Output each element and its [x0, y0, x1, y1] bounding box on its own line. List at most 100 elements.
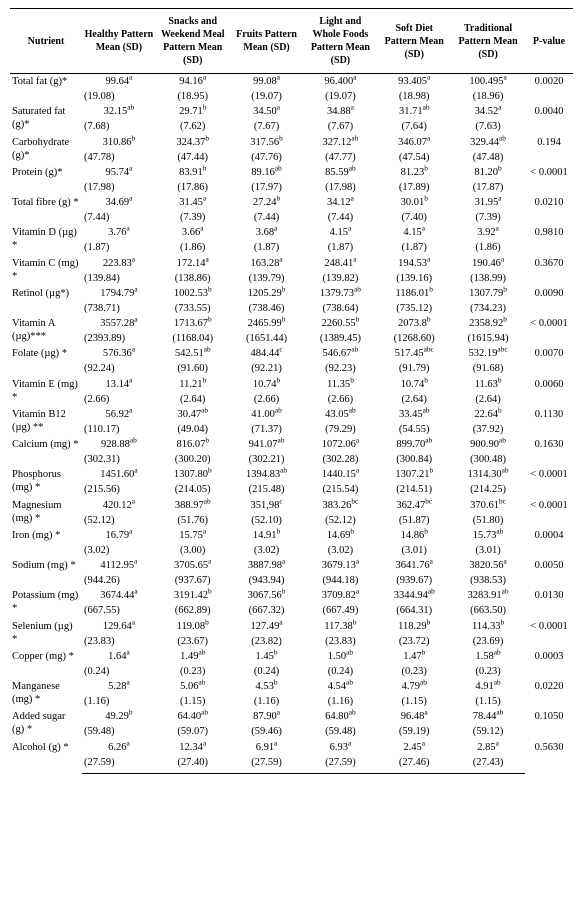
sd-cell: (91.79)	[377, 361, 451, 376]
mean-cell: 83.91b	[156, 165, 230, 180]
sd-cell: (738.71)	[82, 301, 156, 316]
sd-cell: (937.67)	[156, 573, 230, 588]
sd-cell: (7.44)	[82, 210, 156, 225]
table-row: (92.24)(91.60)(92.21)(92.23)(91.79)(91.6…	[10, 361, 573, 376]
sd-cell: (7.67)	[303, 119, 377, 134]
mean-cell: 27.24b	[230, 195, 304, 210]
sd-cell: (1.16)	[230, 694, 304, 709]
table-row: Carbohydrate (g)*310.86b324.37b317.56b32…	[10, 135, 573, 150]
sd-cell: (27.40)	[156, 755, 230, 774]
sd-cell: (91.60)	[156, 361, 230, 376]
sd-cell: (7.44)	[230, 210, 304, 225]
sd-cell: (1.16)	[303, 694, 377, 709]
sd-cell: (3.01)	[377, 543, 451, 558]
sd-cell: (7.68)	[82, 119, 156, 134]
sd-cell: (17.87)	[451, 180, 525, 195]
nutrient-label: Carbohydrate (g)*	[10, 135, 82, 165]
mean-cell: 4112.95a	[82, 558, 156, 573]
sd-cell: (52.12)	[303, 513, 377, 528]
mean-cell: 3705.65a	[156, 558, 230, 573]
sd-cell: (2.66)	[230, 392, 304, 407]
mean-cell: 329.44ab	[451, 135, 525, 150]
table-row: (7.68)(7.62)(7.67)(7.67)(7.64)(7.63)	[10, 119, 573, 134]
mean-cell: 362.47bc	[377, 498, 451, 513]
mean-cell: 3.66a	[156, 225, 230, 240]
mean-cell: 2.85a	[451, 740, 525, 755]
mean-cell: 3.68a	[230, 225, 304, 240]
nutrient-table: Nutrient Healthy Pattern Mean (SD) Snack…	[10, 8, 573, 774]
sd-cell: (139.79)	[230, 271, 304, 286]
table-row: Iron (mg) *16.79a15.75a14.91b14.69b14.86…	[10, 528, 573, 543]
sd-cell: (1.87)	[377, 240, 451, 255]
mean-cell: 163.28a	[230, 256, 304, 271]
mean-cell: 4.54ab	[303, 679, 377, 694]
mean-cell: 89.16ab	[230, 165, 304, 180]
table-row: (1.87)(1.86)(1.87)(1.87)(1.87)(1.86)	[10, 240, 573, 255]
sd-cell: (944.26)	[82, 573, 156, 588]
sd-cell: (7.63)	[451, 119, 525, 134]
sd-cell: (139.16)	[377, 271, 451, 286]
mean-cell: 3067.56b	[230, 588, 304, 603]
sd-cell: (1389.45)	[303, 331, 377, 346]
nutrient-label: Vitamin A (µg)***	[10, 316, 82, 346]
sd-cell: (2.64)	[377, 392, 451, 407]
sd-cell: (7.39)	[156, 210, 230, 225]
mean-cell: 1.45b	[230, 649, 304, 664]
col-snacks: Snacks and Weekend Meal Pattern Mean (SD…	[156, 9, 230, 74]
sd-cell: (214.51)	[377, 482, 451, 497]
sd-cell: (1.15)	[377, 694, 451, 709]
mean-cell: 4.79ab	[377, 679, 451, 694]
sd-cell: (47.54)	[377, 150, 451, 165]
mean-cell: 3641.76a	[377, 558, 451, 573]
mean-cell: 32.15ab	[82, 104, 156, 119]
sd-cell: (733.55)	[156, 301, 230, 316]
sd-cell: (0.24)	[82, 664, 156, 679]
pvalue-cell: 0.194	[525, 135, 573, 165]
sd-cell: (734.23)	[451, 301, 525, 316]
sd-cell: (7.40)	[377, 210, 451, 225]
mean-cell: 532.19abc	[451, 346, 525, 361]
sd-cell: (23.82)	[230, 634, 304, 649]
sd-cell: (18.95)	[156, 89, 230, 104]
sd-cell: (51.76)	[156, 513, 230, 528]
pvalue-cell: 0.0210	[525, 195, 573, 225]
pvalue-cell: 0.0060	[525, 377, 573, 407]
col-whole: Light and Whole Foods Pattern Mean (SD)	[303, 9, 377, 74]
nutrient-label: Added sugar (g) *	[10, 709, 82, 739]
sd-cell: (738.64)	[303, 301, 377, 316]
mean-cell: 1072.06a	[303, 437, 377, 452]
table-row: Protein (g)*95.74a83.91b89.16ab85.59ab81…	[10, 165, 573, 180]
mean-cell: 4.53b	[230, 679, 304, 694]
mean-cell: 1186.01b	[377, 286, 451, 301]
col-fruits: Fruits Pattern Mean (SD)	[230, 9, 304, 74]
sd-cell: (37.92)	[451, 422, 525, 437]
table-row: Sodium (mg) *4112.95a3705.65a3887.98a367…	[10, 558, 573, 573]
sd-cell: (19.08)	[82, 89, 156, 104]
mean-cell: 99.64a	[82, 74, 156, 90]
mean-cell: 30.47ab	[156, 407, 230, 422]
mean-cell: 1.58ab	[451, 649, 525, 664]
sd-cell: (7.39)	[451, 210, 525, 225]
sd-cell: (0.24)	[303, 664, 377, 679]
pvalue-cell: 0.0090	[525, 286, 573, 316]
col-nutrient: Nutrient	[10, 9, 82, 74]
pvalue-cell: 0.0220	[525, 679, 573, 709]
mean-cell: 81.20b	[451, 165, 525, 180]
mean-cell: 22.64b	[451, 407, 525, 422]
table-row: (17.98)(17.86)(17.97)(17.98)(17.89)(17.8…	[10, 180, 573, 195]
sd-cell: (302.28)	[303, 452, 377, 467]
table-row: Total fibre (g) *34.69a31.45a27.24b34.12…	[10, 195, 573, 210]
pvalue-cell: < 0.0001	[525, 316, 573, 346]
nutrient-label: Alcohol (g) *	[10, 740, 82, 774]
sd-cell: (18.98)	[377, 89, 451, 104]
mean-cell: 14.86b	[377, 528, 451, 543]
sd-cell: (2393.89)	[82, 331, 156, 346]
sd-cell: (0.23)	[451, 664, 525, 679]
nutrient-label: Vitamin C (mg) *	[10, 256, 82, 286]
mean-cell: 324.37b	[156, 135, 230, 150]
mean-cell: 900.90ab	[451, 437, 525, 452]
mean-cell: 15.75a	[156, 528, 230, 543]
mean-cell: 1713.67b	[156, 316, 230, 331]
sd-cell: (214.05)	[156, 482, 230, 497]
col-trad: Traditional Pattern Mean (SD)	[451, 9, 525, 74]
